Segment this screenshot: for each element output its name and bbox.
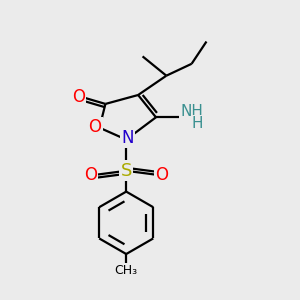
Text: O: O <box>88 118 101 136</box>
Text: S: S <box>121 162 132 180</box>
Text: CH₃: CH₃ <box>115 264 138 277</box>
Text: O: O <box>84 166 97 184</box>
Text: NH: NH <box>180 104 203 119</box>
Text: O: O <box>72 88 85 106</box>
Text: H: H <box>192 116 203 131</box>
Text: O: O <box>155 166 168 184</box>
Text: N: N <box>122 129 134 147</box>
